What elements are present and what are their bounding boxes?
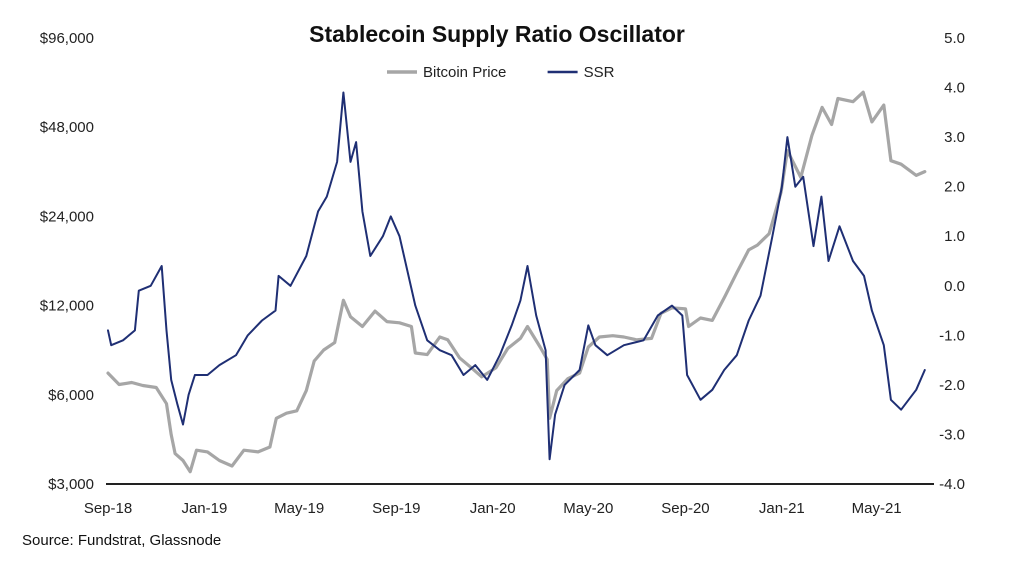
- right-axis: 5.0 4.0 3.0 2.0 1.0 0.0 -1.0 -2.0 -3.0 -4.0: [939, 30, 965, 493]
- right-tick-label: -4.0: [939, 476, 965, 493]
- right-tick-label: 5.0: [944, 30, 965, 47]
- x-tick-label: May-20: [563, 500, 613, 517]
- chart-title: Stablecoin Supply Ratio Oscillator: [309, 21, 685, 47]
- left-tick-label: $48,000: [40, 119, 94, 136]
- x-tick-label: Jan-19: [181, 500, 227, 517]
- legend-label: Bitcoin Price: [423, 64, 506, 81]
- right-tick-label: 3.0: [944, 129, 965, 146]
- left-tick-label: $96,000: [40, 30, 94, 47]
- right-tick-label: 2.0: [944, 179, 965, 196]
- right-tick-label: -1.0: [939, 327, 965, 344]
- x-tick-label: May-19: [274, 500, 324, 517]
- x-tick-label: Jan-21: [759, 500, 805, 517]
- x-tick-label: Sep-18: [84, 500, 132, 517]
- left-axis: $3,000 $6,000 $12,000 $24,000 $48,000 $96,000: [40, 30, 94, 493]
- x-axis: Sep-18 Jan-19 May-19 Sep-19 Jan-20 May-20 Sep-…: [84, 483, 934, 517]
- x-tick-label: Jan-20: [470, 500, 516, 517]
- series-line-bitcoin-price: [106, 90, 927, 474]
- left-tick-label: $12,000: [40, 298, 94, 315]
- right-tick-label: -3.0: [939, 426, 965, 443]
- right-tick-label: 1.0: [944, 228, 965, 245]
- left-tick-label: $24,000: [40, 208, 94, 225]
- right-tick-label: -2.0: [939, 377, 965, 394]
- left-tick-label: $3,000: [48, 476, 94, 493]
- right-tick-label: 4.0: [944, 80, 965, 97]
- chart-legend: Bitcoin Price SSR: [387, 64, 615, 81]
- right-tick-label: 0.0: [944, 278, 965, 295]
- legend-label: SSR: [584, 64, 615, 81]
- series-layer: [106, 90, 927, 474]
- x-tick-label: Sep-20: [661, 500, 709, 517]
- x-tick-label: Sep-19: [372, 500, 420, 517]
- source-note: Source: Fundstrat, Glassnode: [22, 532, 222, 549]
- series-line-ssr: [107, 91, 926, 461]
- left-tick-label: $6,000: [48, 387, 94, 404]
- x-tick-label: May-21: [852, 500, 902, 517]
